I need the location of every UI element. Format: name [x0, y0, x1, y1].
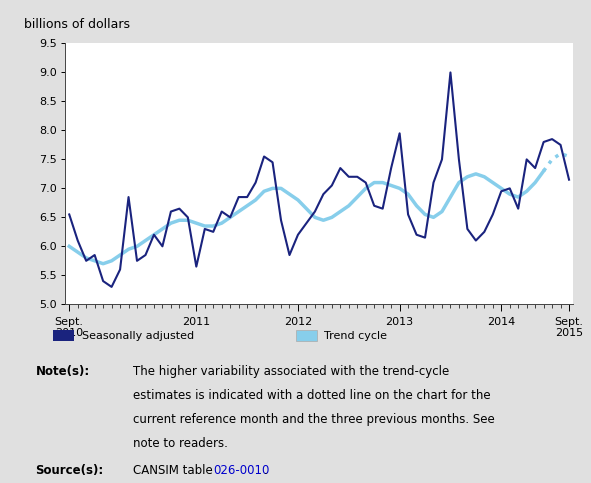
Text: .: .	[264, 464, 267, 477]
Text: Source(s):: Source(s):	[35, 464, 103, 477]
Text: estimates is indicated with a dotted line on the chart for the: estimates is indicated with a dotted lin…	[133, 389, 491, 402]
Text: Trend cycle: Trend cycle	[324, 331, 387, 341]
Text: note to readers.: note to readers.	[133, 437, 228, 450]
Text: current reference month and the three previous months. See: current reference month and the three pr…	[133, 413, 495, 426]
Bar	[53, 330, 74, 341]
Text: Note(s):: Note(s):	[35, 365, 90, 378]
Text: CANSIM table: CANSIM table	[133, 464, 216, 477]
Text: Seasonally adjusted: Seasonally adjusted	[82, 331, 194, 341]
Text: 026-0010: 026-0010	[214, 464, 270, 477]
Text: The higher variability associated with the trend-cycle: The higher variability associated with t…	[133, 365, 449, 378]
Text: billions of dollars: billions of dollars	[24, 18, 129, 31]
Bar	[296, 330, 317, 341]
